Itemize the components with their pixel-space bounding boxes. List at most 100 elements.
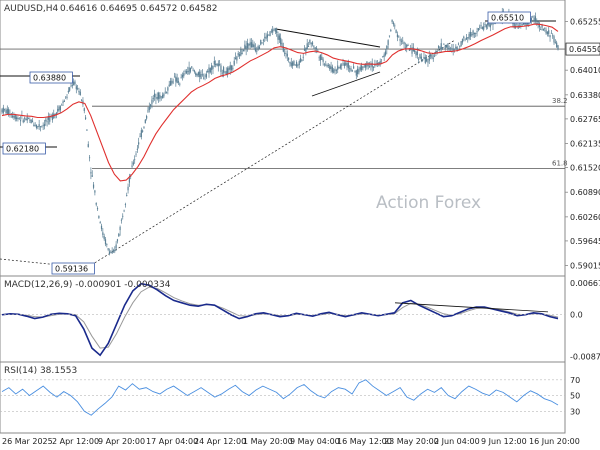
candle-body [433,55,436,57]
candle-body [79,91,81,96]
candle-body [553,36,555,43]
candle-body [402,40,404,42]
candle-body [219,64,221,66]
candle-body [152,98,154,99]
candle-body [17,117,19,119]
candle-body [84,117,87,120]
candle-body [65,96,67,98]
candle-body [197,72,199,76]
candle-body [408,48,410,51]
candle-body [114,249,116,252]
fib-label: 61.8 [552,159,568,167]
candle-body [448,48,450,49]
candle-body [351,70,353,72]
candle-body [485,24,487,28]
candle-body [452,48,454,52]
candle-body [230,65,233,71]
candle-body [395,29,397,33]
price-box-label: 0.65510 [491,14,524,23]
candle-body [18,118,20,120]
candle-body [177,81,180,83]
candle-body [112,250,115,252]
candle-body [75,86,77,90]
candle-body [207,71,209,73]
candle-body [25,119,27,121]
candle-body [43,124,46,127]
candle-body [167,87,169,91]
candle-body [237,53,239,56]
candle-body [345,63,347,65]
candle-body [451,48,453,50]
candle-body [285,53,287,55]
macd-tick-label: -0.008724 [570,352,600,361]
candle-body [123,210,125,212]
candle-body [556,42,558,48]
candle-body [244,44,246,49]
candle-body [61,104,63,106]
candle-body [540,29,542,31]
candle-body [388,35,391,37]
candle-body [303,49,306,51]
candle-body [426,58,428,62]
candle-body [292,62,294,66]
price-box [487,11,531,24]
candle-body [439,47,441,49]
x-tick-label: 9 Jun 12:00 [481,437,527,446]
candle-body [195,72,197,75]
symbol-label: AUDUSD,H4 [4,4,59,14]
macd-tick-label: 0.0 [570,311,583,320]
candle-body [302,56,304,58]
candle-body [150,104,152,107]
candle-body [552,35,554,37]
candle-body [441,47,444,49]
candle-body [269,31,271,36]
price-box-label: 0.59136 [55,265,88,274]
candle-body [297,64,299,66]
price-box [51,262,95,275]
candle-body [234,57,237,60]
candle-body [216,63,218,66]
candle-body [278,35,280,40]
candle-body [387,40,389,45]
candle-body [107,248,109,250]
candle-body [143,127,145,128]
candle-body [220,65,222,72]
candle-body [428,55,430,61]
candle-body [305,47,307,52]
candle-body [399,39,401,41]
candle-body [191,66,193,68]
candle-body [338,67,340,69]
candle-body [398,35,400,37]
candle-body [27,118,30,120]
candle-body [530,18,533,22]
candle-body [465,37,468,40]
candle-body [228,67,230,71]
candle-body [122,215,124,217]
x-tick-label: 16 Jun 20:00 [529,437,580,446]
candle-body [103,236,105,240]
candle-body [62,101,64,103]
candle-body [144,119,146,124]
candle-body [232,67,234,69]
candle-body [484,24,486,26]
x-tick-label: 9 Apr 20:00 [98,437,145,446]
candle-body [147,110,149,112]
candle-body [277,33,279,40]
candle-body [120,219,123,221]
candle-body [91,175,93,177]
y-tick-label: 0.60260 [570,213,600,222]
candle-body [301,60,303,61]
candle-body [199,71,201,78]
candle-body [189,67,192,72]
candle-body [483,26,485,30]
candle-body [461,39,464,43]
candle-body [294,64,296,66]
candle-body [404,47,406,50]
candle-body [481,26,483,29]
candle-body [534,16,537,21]
candle-body [396,34,399,38]
candle-body [151,99,153,104]
candle-body [325,64,327,66]
candle-body [415,51,417,56]
candle-body [335,70,337,72]
